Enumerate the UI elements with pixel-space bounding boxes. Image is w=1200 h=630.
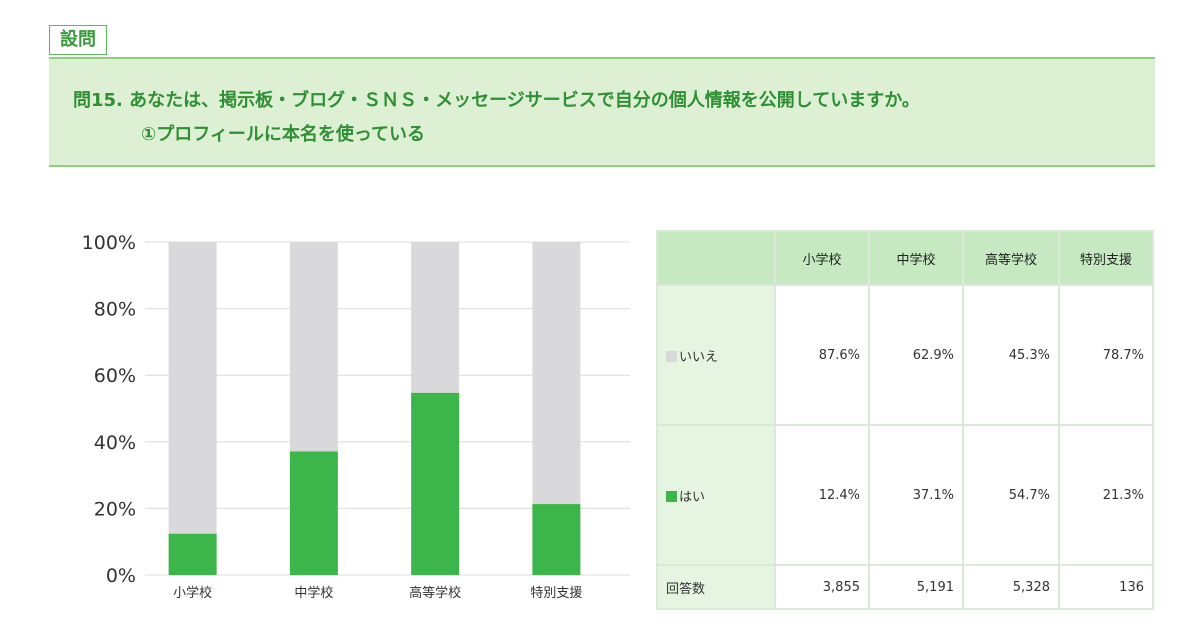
question-box: 問15. あなたは、掲示板・ブログ・ＳＮＳ・メッセージサービスで自分の個人情報を… [49,57,1155,167]
table-cell: 54.7% [962,424,1060,566]
table-cell: 87.6% [774,284,870,426]
row-label-text: いいえ [679,349,719,365]
x-tick-label: 特別支援 [530,586,582,601]
table-cell: 21.3% [1058,424,1154,566]
row-label-text: はい [679,489,706,505]
table-column-header: 特別支援 [1058,230,1154,286]
table-cell: 3,855 [774,564,870,610]
section-tag: 設問 [49,25,107,55]
bar-segment-yes [168,533,217,575]
bar-segment-no [289,242,338,452]
x-tick-label: 中学校 [294,585,333,601]
legend-swatch-no [666,350,677,362]
table-cell: 12.4% [774,424,870,566]
y-tick-label: 0% [106,565,136,587]
y-tick-label: 80% [94,299,136,321]
bar-segment-no [532,242,581,505]
bar-segment-yes [411,392,460,575]
y-tick-label: 40% [94,432,136,454]
x-tick-label: 高等学校 [409,585,461,601]
row-label-count: 回答数 [656,564,776,610]
table-header-row: 小学校 中学校 高等学校 特別支援 [656,230,1154,286]
table-column-header: 中学校 [868,230,964,286]
stacked-bar-chart: 0% 20% 40% 60% 80% 100% 小学校 中学校 高等学校 特別支援 [82,232,630,601]
data-table: 小学校 中学校 高等学校 特別支援 いいえ 87.6% 62.9% 45.3% … [656,230,1154,610]
table-cell: 5,328 [962,564,1060,610]
table-column-header: 高等学校 [962,230,1060,286]
table-row: はい 12.4% 37.1% 54.7% 21.3% [656,424,1154,566]
table-corner-cell [656,230,776,286]
bar-segment-yes [532,504,581,575]
question-subtext: ①プロフィールに本名を使っている [141,124,425,145]
y-tick-label: 100% [82,232,136,254]
table-cell: 45.3% [962,284,1060,426]
y-tick-label: 20% [94,498,136,520]
x-tick-label: 小学校 [173,585,212,601]
table-cell: 78.7% [1058,284,1154,426]
table-cell: 136 [1058,564,1154,610]
table-cell: 37.1% [868,424,964,566]
legend-swatch-yes [666,490,677,502]
row-label-yes: はい [656,424,776,566]
bar-segment-yes [289,451,338,575]
table-row: いいえ 87.6% 62.9% 45.3% 78.7% [656,284,1154,426]
table-cell: 62.9% [868,284,964,426]
bar-segment-no [411,242,460,393]
table-cell: 5,191 [868,564,964,610]
table-row-count: 回答数 3,855 5,191 5,328 136 [656,564,1154,610]
bar-segment-no [168,242,217,534]
y-tick-label: 60% [94,365,136,387]
question-text: 問15. あなたは、掲示板・ブログ・ＳＮＳ・メッセージサービスで自分の個人情報を… [73,90,920,111]
table-column-header: 小学校 [774,230,870,286]
row-label-no: いいえ [656,284,776,426]
